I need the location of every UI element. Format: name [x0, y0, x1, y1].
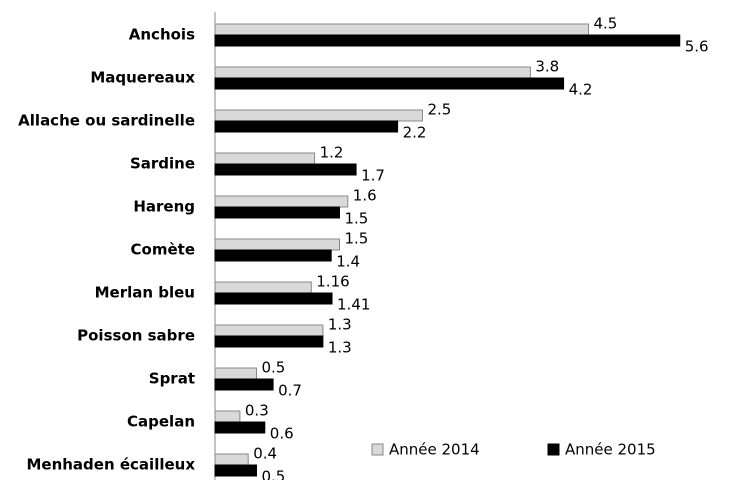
bar	[214, 34, 681, 47]
value-label: 1.5	[344, 230, 368, 248]
value-label: 1.7	[361, 167, 385, 185]
category-label: Menhaden écailleux	[26, 456, 195, 474]
value-label: 3.8	[535, 58, 559, 76]
bar	[214, 77, 565, 90]
bar	[214, 464, 257, 477]
bar	[214, 292, 333, 305]
bar	[214, 335, 324, 348]
category-label: Maquereaux	[90, 69, 195, 87]
value-label: 0.5	[261, 468, 285, 480]
category-label: Merlan bleu	[95, 284, 195, 302]
category-label: Hareng	[133, 198, 195, 216]
bar	[214, 410, 241, 423]
bar	[214, 453, 249, 466]
bar	[214, 238, 340, 251]
bar	[214, 109, 423, 122]
value-label: 4.5	[593, 15, 617, 33]
value-label: 4.2	[569, 81, 593, 99]
bar	[214, 152, 316, 165]
value-label: 0.3	[245, 402, 269, 420]
legend-swatch	[371, 443, 384, 456]
category-label: Comète	[131, 241, 195, 259]
category-label: Poisson sabre	[77, 327, 195, 345]
value-label: 0.6	[270, 425, 294, 443]
category-label: Sprat	[149, 370, 195, 388]
category-label: Capelan	[127, 413, 195, 431]
bar	[214, 378, 274, 391]
value-label: 1.16	[316, 273, 349, 291]
bar	[214, 367, 257, 380]
value-label: 1.2	[320, 144, 344, 162]
value-label: 1.3	[328, 339, 352, 357]
category-label: Anchois	[129, 26, 195, 44]
bar	[214, 281, 312, 294]
bar	[214, 195, 349, 208]
value-label: 2.5	[427, 101, 451, 119]
legend-label: Année 2014	[389, 441, 480, 459]
bar	[214, 324, 324, 337]
value-label: 1.4	[336, 253, 360, 271]
value-label: 2.2	[403, 124, 427, 142]
bar	[214, 206, 340, 219]
value-label: 1.6	[353, 187, 377, 205]
value-label: 0.4	[253, 445, 277, 463]
bar	[214, 120, 399, 133]
value-label: 1.5	[344, 210, 368, 228]
legend-swatch	[547, 443, 560, 456]
value-label: 1.3	[328, 316, 352, 334]
value-label: 5.6	[685, 38, 709, 56]
category-label: Allache ou sardinelle	[18, 112, 195, 130]
bar	[214, 163, 357, 176]
bar	[214, 66, 531, 79]
value-label: 0.5	[261, 359, 285, 377]
value-label: 1.41	[337, 296, 370, 314]
value-label: 0.7	[278, 382, 302, 400]
bar	[214, 421, 266, 434]
bar	[214, 249, 332, 262]
category-label: Sardine	[130, 155, 195, 173]
bar	[214, 23, 589, 36]
legend-label: Année 2015	[565, 441, 656, 459]
